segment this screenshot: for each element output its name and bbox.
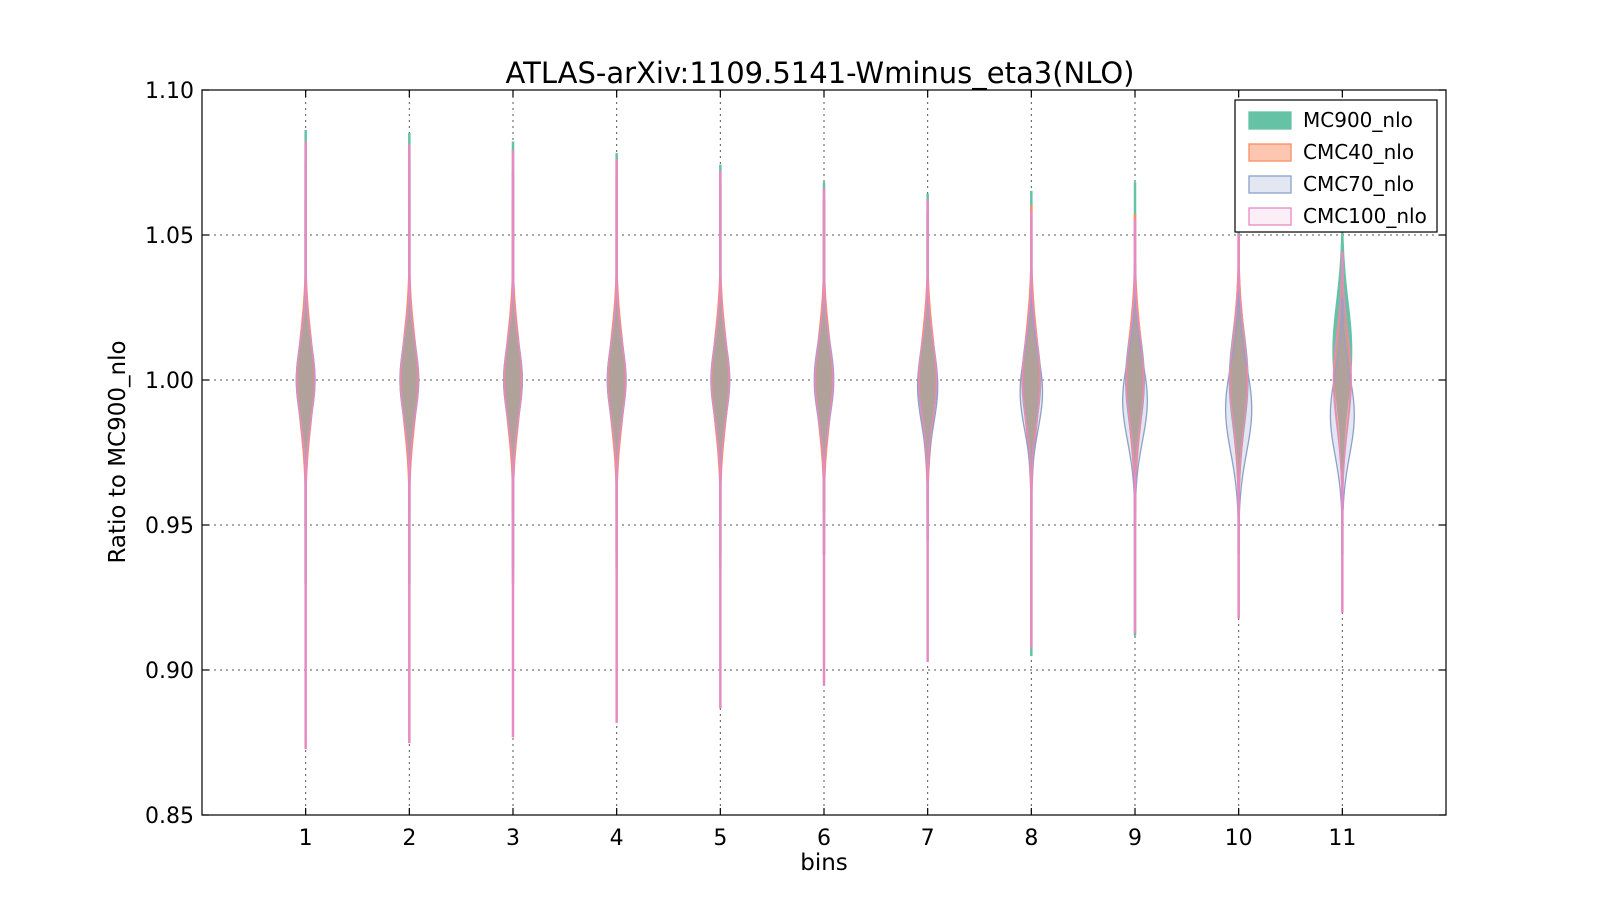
violin-CMC100_nlo-bin-9 [1125,219,1145,633]
x-tick-label: 7 [921,826,935,851]
x-tick-label: 1 [299,826,313,851]
x-axis-label: bins [800,850,848,876]
violin-CMC100_nlo-bin-3 [503,150,523,738]
y-tick-label: 1.10 [145,79,194,104]
violin-CMC100_nlo-bin-11 [1332,251,1352,613]
legend-swatch-CMC40_nlo [1248,143,1292,162]
legend-swatch-CMC100_nlo [1248,207,1292,226]
legend-swatch-MC900_nlo [1248,111,1292,130]
legend-label-CMC40_nlo: CMC40_nlo [1303,140,1414,164]
y-tick-label: 1.00 [145,369,194,394]
violin-CMC100_nlo-bin-7 [918,199,938,662]
violin-CMC100_nlo-bin-4 [607,158,627,723]
legend-swatch-CMC70_nlo [1248,175,1292,194]
x-tick-label: 11 [1328,826,1356,851]
violins-layer [295,129,1355,749]
y-tick-label: 0.85 [145,804,194,829]
x-tick-label: 4 [610,826,624,851]
legend-label-MC900_nlo: MC900_nlo [1303,108,1413,132]
legend-label-CMC100_nlo: CMC100_nlo [1303,204,1427,228]
violin-CMC100_nlo-bin-2 [399,144,419,744]
y-axis-label: Ratio to MC900_nlo [105,340,131,563]
x-tick-label: 10 [1225,826,1253,851]
chart-title: ATLAS-arXiv:1109.5141-Wminus_eta3(NLO) [506,56,1135,90]
x-axis: 1 2 3 4 5 6 7 8 9 10 11 [299,90,1356,851]
x-tick-label: 8 [1024,826,1038,851]
x-tick-label: 3 [506,826,520,851]
violin-CMC100_nlo-bin-8 [1021,211,1041,648]
violin-series-CMC100_nlo [296,141,1352,749]
y-tick-label: 0.95 [145,514,194,539]
violin-CMC100_nlo-bin-1 [296,141,316,749]
violin-CMC100_nlo-bin-6 [814,187,834,686]
x-tick-label: 5 [713,826,727,851]
legend-label-CMC70_nlo: CMC70_nlo [1303,172,1414,196]
y-tick-label: 0.90 [145,659,194,684]
legend: MC900_nlo CMC40_nlo CMC70_nlo CMC100_nlo [1234,99,1438,233]
x-tick-label: 6 [817,826,831,851]
x-tick-label: 9 [1128,826,1142,851]
y-tick-label: 1.05 [145,224,194,249]
x-tick-label: 2 [402,826,416,851]
violin-CMC100_nlo-bin-10 [1229,234,1249,619]
y-axis: 0.85 0.90 0.95 1.00 1.05 1.10 [145,79,1446,829]
violin-CMC100_nlo-bin-5 [710,170,730,709]
violin-CMC70_nlo-bin-11 [1329,298,1355,512]
